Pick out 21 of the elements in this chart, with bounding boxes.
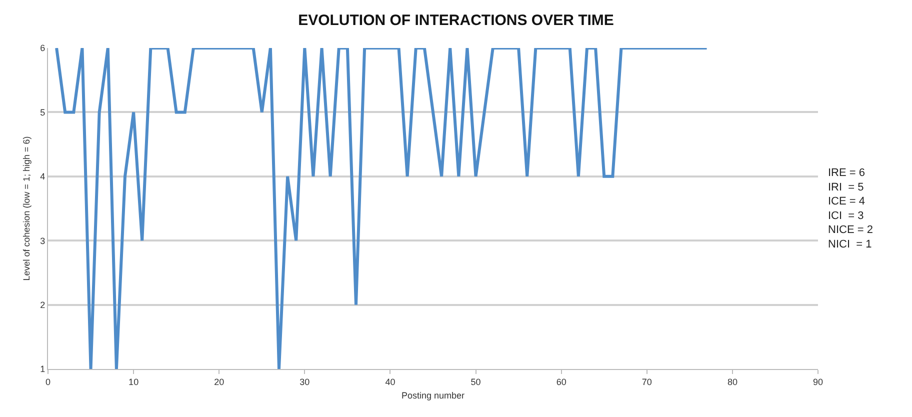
x-tick-label: 0 [45,376,51,387]
x-tick-label: 40 [385,376,396,387]
x-tick-label: 10 [128,376,139,387]
x-tick-label: 50 [470,376,481,387]
y-tick-label: 4 [40,172,46,182]
line-series [55,48,708,369]
y-axis-title: Level of cohesion (low = 1; high = 6) [22,136,32,281]
x-tick-label: 60 [556,376,566,387]
x-axis-title: Posting number [401,390,465,401]
y-tick-label: 3 [40,236,46,246]
x-tick-label: 30 [300,376,310,387]
x-tick-label: 80 [727,376,738,387]
y-tick-label: 2 [40,300,46,310]
y-tick-label: 1 [40,364,46,374]
y-tick-label: 5 [40,107,46,118]
x-tick-label: 20 [214,376,224,387]
y-tick-label: 6 [40,43,46,54]
chart-title: EVOLUTION OF INTERACTIONS OVER TIME [298,12,614,30]
text: IRE = 6 IRI = 5 ICE = 4 ICI = 3 NICE = 2 NICI = 1 [828,167,873,250]
x-tick-label: 90 [812,376,824,387]
x-tick-label: 70 [642,376,652,387]
